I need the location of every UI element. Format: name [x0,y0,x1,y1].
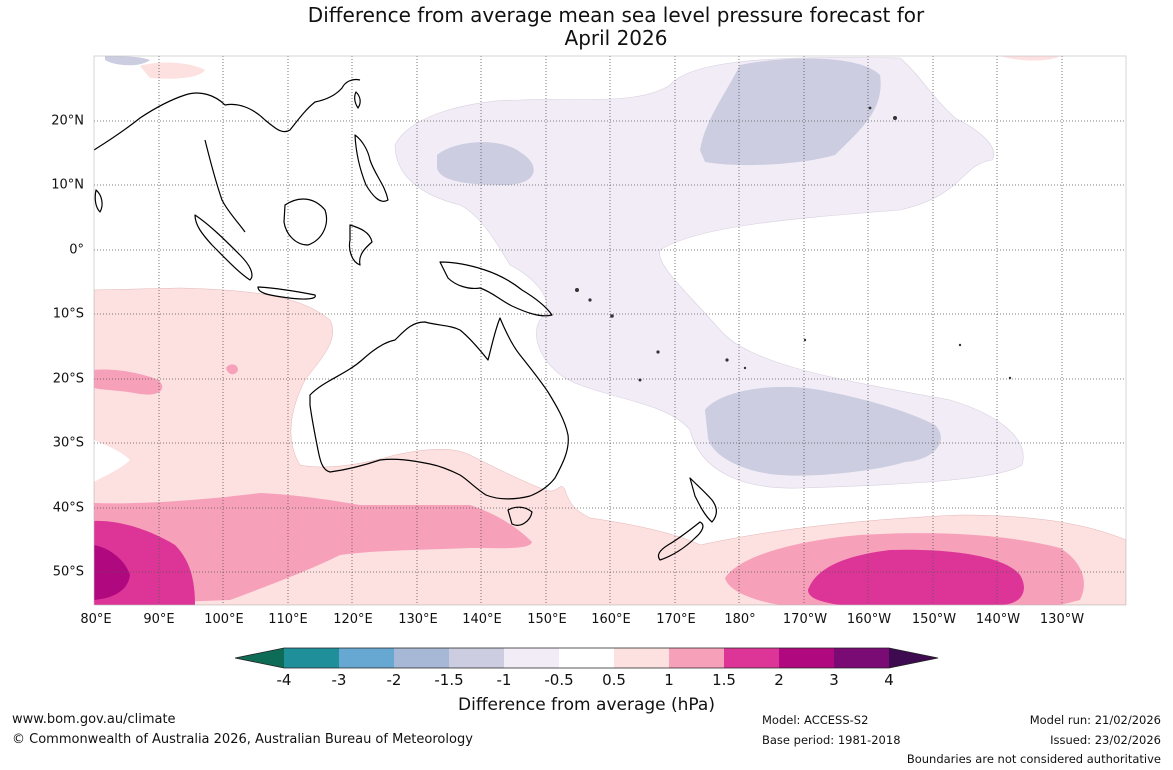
contour-neg-1-north-east [700,58,881,166]
nz-south-island [657,521,704,561]
colorbar-bin-2 [339,648,394,668]
y-tick-30S: 30°S [52,435,84,451]
colorbar-bin-1 [284,648,339,668]
y-tick-40S: 40°S [52,500,84,516]
borneo-coastline [283,198,328,246]
contour-pos-1-dot [226,364,238,375]
colorbar-label: -1.5 [434,671,464,689]
contour-pos-1-south [94,493,532,605]
contour-pos-1-5-east [808,549,1024,605]
colorbar [234,647,939,669]
map-title: Difference from average mean sea level p… [0,4,1173,50]
model-run-date: Model run: 21/02/2026 [1029,713,1161,727]
title-line-2: April 2026 [564,26,668,50]
colorbar-bin-4 [449,648,504,668]
issued-date: Issued: 23/02/2026 [1050,733,1161,747]
x-tick-130W: 130°W [1039,612,1085,627]
colorbar-label: -0.5 [544,671,574,689]
colorbar-bin-5 [504,648,559,668]
x-tick-110E: 110°E [268,612,308,627]
y-tick-20S: 20°S [52,371,84,387]
colorbar-extend-low [235,648,284,668]
contour-pos-0-5-north [140,62,205,79]
colorbar-label: -4 [276,671,292,689]
nz-north-island [689,477,718,523]
contour-pos-0-5-patch [94,440,130,482]
x-tick-120E: 120°E [333,612,373,627]
colorbar-outline [234,647,939,669]
y-tick-20N: 20°N [51,113,84,129]
australia-coastline [309,317,569,500]
coastlines [93,78,718,561]
y-tick-10S: 10°S [52,306,84,322]
colorbar-bin-10 [779,648,834,668]
colorbar-label: 3 [829,671,839,689]
java-coastline [257,286,316,300]
colorbar-label: 4 [884,671,894,689]
colorbar-title: Difference from average (hPa) [458,695,715,715]
x-tick-170E: 170°E [656,612,696,627]
x-tick-150W: 150°W [911,612,957,627]
contour-neg-1-south [705,386,941,476]
map-border [93,55,1127,606]
colorbar-label: 1 [664,671,674,689]
x-tick-160E: 160°E [591,612,631,627]
philippines-coastline [354,134,389,202]
copyright-text: © Commonwealth of Australia 2026, Austra… [12,732,473,747]
base-period: Base period: 1981-2018 [762,733,901,747]
x-tick-180: 180° [724,612,756,627]
contour-pos-0-5-ne [1000,56,1060,61]
malay-peninsula-coastline [204,139,246,233]
colorbar-bin-7 [614,648,669,668]
colorbar-bin-6 [559,648,614,668]
pacific-islands [575,106,1012,382]
colorbar-bin-11 [834,648,889,668]
x-tick-150E: 150°E [527,612,567,627]
anomaly-contours [94,56,1126,605]
y-tick-50S: 50°S [52,564,84,580]
colorbar-bin-3 [394,648,449,668]
y-tick-10N: 10°N [51,177,84,193]
x-tick-170W: 170°W [782,612,828,627]
x-tick-130E: 130°E [398,612,438,627]
x-tick-100E: 100°E [204,612,244,627]
sri-lanka-coastline [94,189,103,213]
colorbar-label: -1 [496,671,512,689]
colorbar-label: 2 [774,671,784,689]
sulawesi-coastline [348,224,373,266]
contour-neg-0-5-north [394,57,1024,489]
sumatra-coastline [194,214,253,281]
mainland-se-asia-coastline [93,78,361,151]
x-tick-90E: 90°E [143,612,175,627]
colorbar-extend-high [889,648,938,668]
x-tick-140E: 140°E [462,612,502,627]
boundary-disclaimer: Boundaries are not considered authoritat… [906,752,1161,766]
taiwan-coastline [354,91,361,109]
contour-pos-2-west [94,545,130,600]
tasmania-coastline [507,506,533,526]
colorbar-label: -2 [386,671,402,689]
model-name: Model: ACCESS-S2 [762,713,869,727]
colorbar-bin-8 [669,648,724,668]
contour-neg-north-corner [105,56,150,66]
contour-neg-1-north-west [437,142,534,185]
x-tick-80E: 80°E [80,612,112,627]
colorbar-label: 1.5 [712,671,736,689]
title-line-1: Difference from average mean sea level p… [307,3,925,27]
website-link[interactable]: www.bom.gov.au/climate [12,712,176,727]
x-tick-140W: 140°W [975,612,1021,627]
new-guinea-coastline [439,261,553,317]
y-tick-0: 0° [69,242,84,258]
colorbar-bin-9 [724,648,779,668]
colorbar-label: -3 [331,671,347,689]
colorbar-label: 0.5 [602,671,626,689]
contour-pos-1-west [94,369,163,395]
x-tick-160W: 160°W [846,612,892,627]
